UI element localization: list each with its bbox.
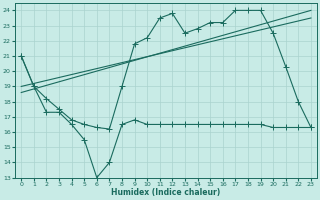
X-axis label: Humidex (Indice chaleur): Humidex (Indice chaleur) xyxy=(111,188,221,197)
